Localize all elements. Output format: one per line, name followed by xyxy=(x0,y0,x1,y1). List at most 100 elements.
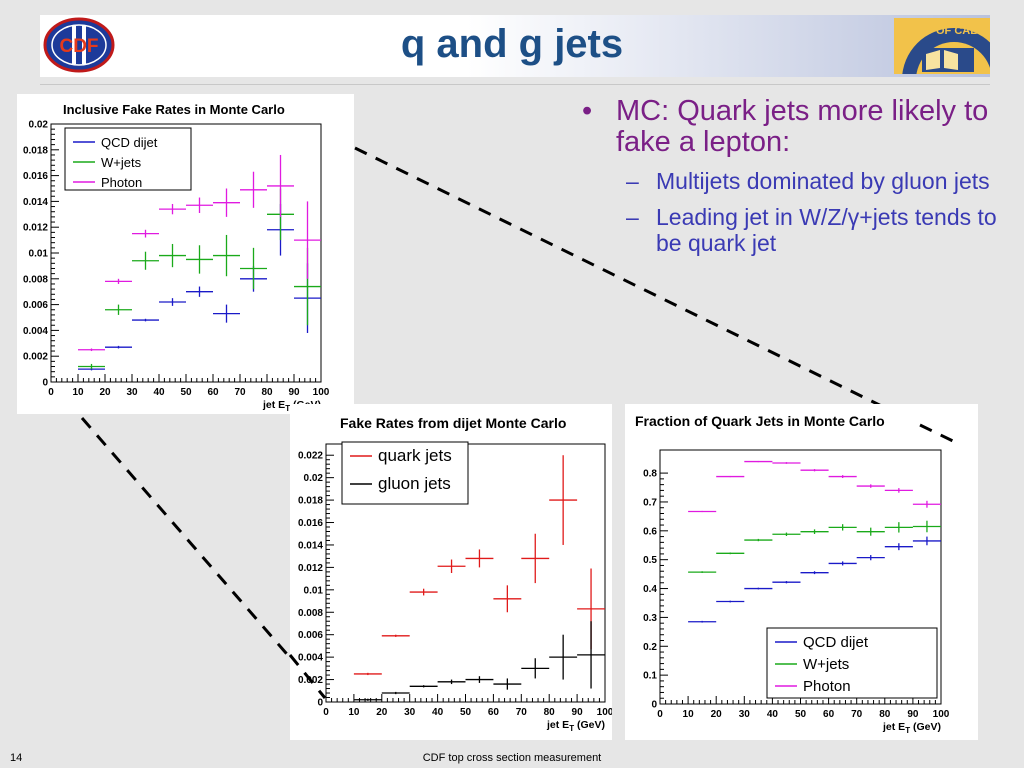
x-tick-label: 10 xyxy=(683,709,695,720)
chart-dijet-svg: Fake Rates from dijet Monte Carlo 0 10 20 30… xyxy=(298,415,614,733)
y-tick-label: 0.5 xyxy=(643,555,657,566)
y-tick-label: 0.002 xyxy=(23,352,48,363)
seal-text: RSITY OF CALIFO xyxy=(901,25,990,37)
y-tick-label: 0 xyxy=(651,700,657,711)
bullet-list: • MC: Quark jets more likely to fake a l… xyxy=(582,95,1002,257)
x-axis-label-unit: (GeV) xyxy=(910,721,941,733)
x-tick-label: 80 xyxy=(879,709,891,720)
x-tick-label: 60 xyxy=(207,387,219,398)
x-tick-label: 40 xyxy=(767,709,779,720)
chart-title: Fake Rates from dijet Monte Carlo xyxy=(340,415,566,431)
x-tick-label: 0 xyxy=(657,709,663,720)
x-tick-label: 70 xyxy=(851,709,863,720)
zoom-line-upper xyxy=(354,146,956,444)
bullet-sub-1: – Multijets dominated by gluon jets xyxy=(582,168,1002,194)
x-tick-label: 40 xyxy=(432,707,444,718)
x-tick-label: 90 xyxy=(572,707,584,718)
legend-label: quark jets xyxy=(378,446,452,465)
x-tick-label: 30 xyxy=(126,387,138,398)
x-axis-label-sub: T xyxy=(569,724,574,733)
x-tick-label: 70 xyxy=(516,707,528,718)
x-tick-label: 80 xyxy=(261,387,273,398)
x-axis-label-main: jet E xyxy=(262,399,285,411)
bullet-sub-2: – Leading jet in W/Z/γ+jets tends to be … xyxy=(582,204,1002,256)
x-axis-label-sub: T xyxy=(285,404,290,413)
y-tick-label: 0.008 xyxy=(298,608,323,619)
cdf-logo: CDF xyxy=(42,16,120,76)
x-tick-label: 10 xyxy=(348,707,360,718)
x-tick-label: 20 xyxy=(711,709,723,720)
y-tick-label: 0.004 xyxy=(298,653,323,664)
chart-quark-fraction-svg: Fraction of Quark Jets in Monte Carlo 0 10… xyxy=(635,413,950,735)
y-tick-label: 0.012 xyxy=(23,223,48,234)
y-tick-label: 0.012 xyxy=(298,563,323,574)
legend-box xyxy=(64,127,192,191)
x-tick-label: 100 xyxy=(313,387,330,398)
x-tick-label: 100 xyxy=(933,709,950,720)
title-divider xyxy=(40,84,990,85)
x-tick-label: 90 xyxy=(288,387,300,398)
legend-box xyxy=(341,441,469,505)
x-axis-label-main: jet E xyxy=(546,719,569,731)
y-tick-label: 0.01 xyxy=(304,585,324,596)
y-tick-label: 0.006 xyxy=(23,300,48,311)
x-tick-label: 60 xyxy=(823,709,835,720)
title-banner xyxy=(40,15,990,77)
series-w-jets xyxy=(78,188,321,370)
y-tick-label: 0.014 xyxy=(23,197,48,208)
x-tick-label: 20 xyxy=(99,387,111,398)
bullet-dot-icon: • xyxy=(582,95,593,127)
bullet-sub-1-text: Multijets dominated by gluon jets xyxy=(656,168,990,194)
y-tick-label: 0.004 xyxy=(23,326,48,337)
series-quark-jets xyxy=(353,455,605,676)
legend-label: W+jets xyxy=(101,155,142,170)
footer-text: CDF top cross section measurement xyxy=(422,752,602,764)
y-tick-label: 0.6 xyxy=(643,526,657,537)
x-tick-label: 40 xyxy=(153,387,165,398)
chart-quark-fraction: Fraction of Quark Jets in Monte Carlo 0 10… xyxy=(625,404,978,740)
bullet-dash-icon: – xyxy=(626,168,639,194)
chart-inclusive-fake-rates: Inclusive Fake Rates in Monte Carlo 0 10 20… xyxy=(17,94,354,414)
bullet-main-text: MC: Quark jets more likely to fake a lep… xyxy=(616,95,989,158)
y-tick-label: 0.016 xyxy=(298,518,323,529)
x-axis-label-sub: T xyxy=(905,726,910,735)
cdf-logo-text: CDF xyxy=(59,36,98,57)
y-tick-label: 0.008 xyxy=(23,274,48,285)
y-tick-label: 0.02 xyxy=(29,120,49,131)
chart-title: Inclusive Fake Rates in Monte Carlo xyxy=(63,102,285,117)
x-tick-label: 30 xyxy=(404,707,416,718)
series-photon xyxy=(688,460,941,513)
series-qcd-dijet xyxy=(78,203,321,371)
x-axis-label: jet ET (GeV) xyxy=(546,719,605,733)
cdf-logo-icon: CDF xyxy=(43,17,115,73)
chart-inclusive-svg: Inclusive Fake Rates in Monte Carlo 0 10 20… xyxy=(23,102,330,413)
x-tick-label: 0 xyxy=(323,707,329,718)
legend-label: W+jets xyxy=(803,656,849,673)
y-tick-label: 0.002 xyxy=(298,675,323,686)
x-tick-label: 0 xyxy=(48,387,54,398)
y-tick-label: 0.014 xyxy=(298,540,323,551)
x-tick-label: 20 xyxy=(376,707,388,718)
series-gluon-jets xyxy=(353,621,605,701)
x-tick-label: 90 xyxy=(907,709,919,720)
x-tick-label: 30 xyxy=(739,709,751,720)
x-axis-label-main: jet E xyxy=(882,721,905,733)
legend-label: QCD dijet xyxy=(101,135,158,150)
bullet-dash-icon: – xyxy=(626,204,639,230)
x-tick-label: 70 xyxy=(234,387,246,398)
x-tick-label: 50 xyxy=(795,709,807,720)
x-tick-label: 60 xyxy=(488,707,500,718)
x-tick-label: 50 xyxy=(180,387,192,398)
y-tick-label: 0.7 xyxy=(643,497,657,508)
series-w-jets xyxy=(688,520,941,573)
legend-label: Photon xyxy=(803,678,851,695)
x-axis-label: jet ET (GeV) xyxy=(882,721,941,735)
y-tick-label: 0 xyxy=(42,378,48,389)
x-axis-label-unit: (GeV) xyxy=(574,719,605,731)
chart-title: Fraction of Quark Jets in Monte Carlo xyxy=(635,413,885,429)
y-tick-label: 0.1 xyxy=(643,671,657,682)
slide-title: q and g jets xyxy=(400,22,624,66)
x-tick-label: 10 xyxy=(72,387,84,398)
x-tick-label: 100 xyxy=(597,707,612,718)
